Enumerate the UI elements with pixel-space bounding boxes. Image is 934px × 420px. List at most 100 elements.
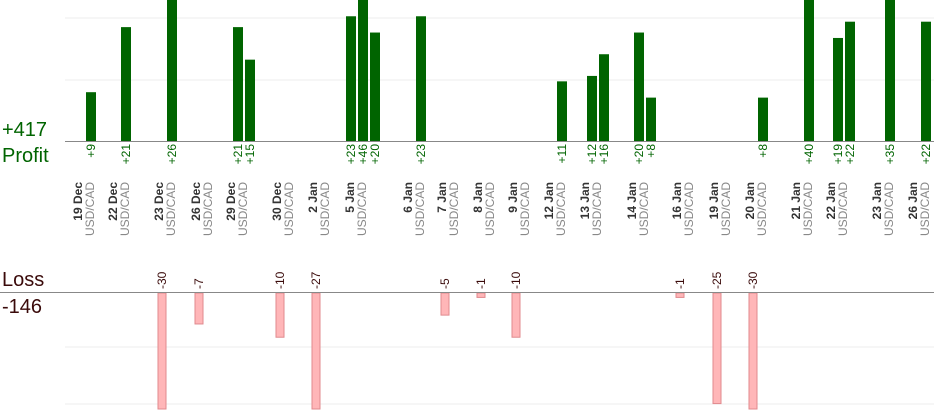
date-label: 2 Jan xyxy=(306,182,320,213)
pair-label: USD/CAD xyxy=(483,182,497,236)
date-label: 19 Dec xyxy=(71,182,85,221)
profit-bar xyxy=(86,92,96,141)
loss-bar xyxy=(275,292,285,338)
loss-value-label: -30 xyxy=(155,271,169,289)
pair-label: USD/CAD xyxy=(355,182,369,236)
loss-value-label: -25 xyxy=(710,271,724,289)
profit-label: Profit xyxy=(2,145,49,167)
profit-bar xyxy=(233,27,243,141)
pair-label: USD/CAD xyxy=(637,182,651,236)
profit-value-label: +26 xyxy=(165,144,179,165)
profit-value-label: +8 xyxy=(644,144,658,158)
profit-bar xyxy=(921,21,931,142)
loss-bars xyxy=(157,292,758,410)
loss-bar xyxy=(311,292,321,410)
date-label: 16 Jan xyxy=(670,182,684,219)
pair-label: USD/CAD xyxy=(236,182,250,236)
date-label: 26 Dec xyxy=(189,182,203,221)
profit-bar xyxy=(634,32,644,141)
loss-value-label: -10 xyxy=(509,271,523,289)
profit-bar xyxy=(845,21,855,142)
loss-bar xyxy=(476,292,486,298)
loss-value-label: -1 xyxy=(673,278,687,289)
profit-bar xyxy=(758,97,768,141)
pair-label: USD/CAD xyxy=(201,182,215,236)
date-label: 6 Jan xyxy=(401,182,415,213)
profit-value-label: +16 xyxy=(597,144,611,165)
profit-bar xyxy=(599,54,609,141)
profit-bar xyxy=(646,97,656,141)
date-label: 29 Dec xyxy=(224,182,238,221)
date-label: 5 Jan xyxy=(343,182,357,213)
pair-label: USD/CAD xyxy=(554,182,568,236)
profit-bar xyxy=(245,59,255,141)
date-label: 19 Jan xyxy=(707,182,721,219)
profit-value-label: +19 xyxy=(831,144,845,165)
pair-label: USD/CAD xyxy=(282,182,296,236)
loss-bar xyxy=(194,292,204,325)
date-label: 8 Jan xyxy=(471,182,485,213)
loss-total: -146 xyxy=(2,296,43,318)
date-label: 26 Jan xyxy=(906,182,920,219)
loss-label: Loss xyxy=(2,269,45,291)
profit-value-label: +20 xyxy=(368,144,382,165)
profit-value-label: +20 xyxy=(632,144,646,165)
loss-bar xyxy=(712,292,722,405)
profit-bar xyxy=(587,75,597,141)
profit-value-label: +8 xyxy=(756,144,770,158)
loss-value-label: -7 xyxy=(192,278,206,289)
profit-bar xyxy=(833,37,843,141)
profit-value-label: +21 xyxy=(231,144,245,165)
date-label: 22 Dec xyxy=(106,182,120,221)
profit-value-label: +12 xyxy=(585,144,599,165)
date-label: 14 Jan xyxy=(625,182,639,219)
date-label: 22 Jan xyxy=(824,182,838,219)
pair-label: USD/CAD xyxy=(836,182,850,236)
profit-bar xyxy=(370,32,380,141)
pair-label: USD/CAD xyxy=(755,182,769,236)
profit-value-label: +23 xyxy=(344,144,358,165)
loss-bar xyxy=(748,292,758,410)
profit-bar xyxy=(557,81,567,141)
date-label: 21 Jan xyxy=(789,182,803,219)
pair-label: USD/CAD xyxy=(882,182,896,236)
pair-label: USD/CAD xyxy=(801,182,815,236)
loss-bar xyxy=(511,292,521,338)
date-label: 20 Jan xyxy=(743,182,757,219)
profit-bars xyxy=(86,0,931,142)
profit-value-label: +9 xyxy=(84,144,98,158)
loss-bar xyxy=(440,292,450,316)
pair-label: USD/CAD xyxy=(83,182,97,236)
loss-value-label: -10 xyxy=(273,271,287,289)
profit-value-label: +22 xyxy=(919,144,933,165)
profit-value-label: +21 xyxy=(119,144,133,165)
profit-bar xyxy=(358,0,368,141)
pair-label: USD/CAD xyxy=(682,182,696,236)
pair-label: USD/CAD xyxy=(719,182,733,236)
profit-bar xyxy=(167,0,177,141)
profit-value-label: +15 xyxy=(243,144,257,165)
date-label: 13 Jan xyxy=(578,182,592,219)
loss-value-labels: -30 -7 -10 -27 -5 -1 -10 -1 -25 -30 xyxy=(155,271,760,289)
pair-label: USD/CAD xyxy=(318,182,332,236)
profit-value-label: +46 xyxy=(356,144,370,165)
profit-value-labels: +9 +21 +26 +21+15 +23+46+20 +23 +11 +12+16 +20+8… xyxy=(84,144,933,165)
profit-bar xyxy=(346,16,356,142)
loss-value-label: -27 xyxy=(309,271,323,289)
loss-value-label: -1 xyxy=(474,278,488,289)
loss-value-label: -30 xyxy=(746,271,760,289)
pair-label: USD/CAD xyxy=(447,182,461,236)
profit-bar xyxy=(416,16,426,142)
profit-total: +417 xyxy=(2,119,48,141)
profit-value-label: +11 xyxy=(555,144,569,164)
date-label: 23 Jan xyxy=(870,182,884,219)
date-label: 9 Jan xyxy=(506,182,520,213)
profit-value-label: +40 xyxy=(802,144,816,165)
pair-label: USD/CAD xyxy=(590,182,604,236)
pair-label: USD/CAD xyxy=(518,182,532,236)
date-label: 12 Jan xyxy=(542,182,556,219)
pair-label: USD/CAD xyxy=(918,182,932,236)
pair-label: USD/CAD xyxy=(413,182,427,236)
